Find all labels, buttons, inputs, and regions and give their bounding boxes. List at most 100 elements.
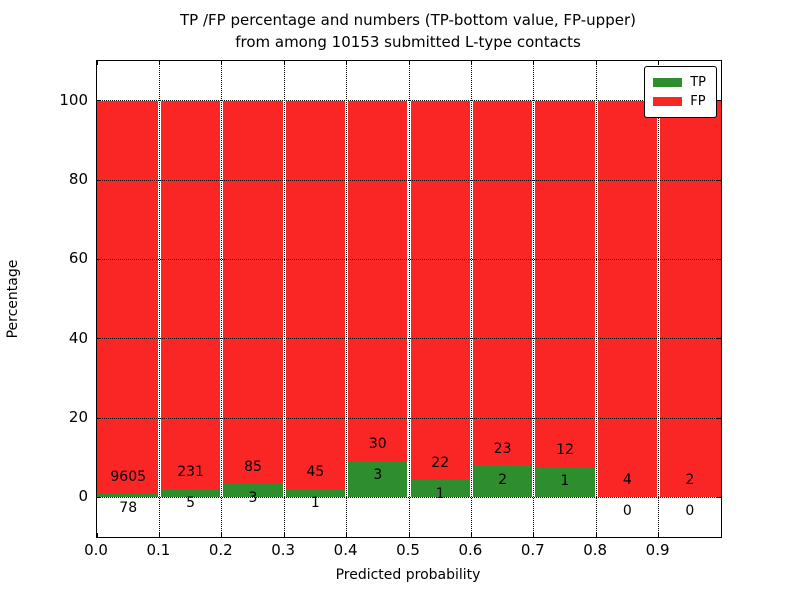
y-tick-mark xyxy=(717,179,721,181)
gridline-vertical xyxy=(221,61,223,537)
y-tick-label: 80 xyxy=(68,170,88,188)
x-tick-mark xyxy=(96,61,98,65)
y-tick-mark xyxy=(717,417,721,419)
grid-layer xyxy=(96,61,721,537)
bar-fp-segment xyxy=(597,100,658,498)
fp-count-label: 85 xyxy=(244,458,262,475)
x-tick-label: 0.2 xyxy=(208,541,233,559)
x-tick-mark xyxy=(283,533,285,537)
bar-fp-segment xyxy=(660,100,721,498)
y-tick-mark xyxy=(717,100,721,102)
gridline-horizontal xyxy=(97,496,721,498)
y-tick-mark xyxy=(717,258,721,260)
x-tick-mark xyxy=(658,533,660,537)
tp-count-label: 1 xyxy=(560,472,570,489)
y-tick-mark xyxy=(97,338,101,340)
x-tick-label: 0.3 xyxy=(271,541,296,559)
fp-count-label: 30 xyxy=(368,436,387,453)
tp-color-swatch xyxy=(653,78,683,87)
legend-label-fp: FP xyxy=(690,94,706,109)
x-tick-mark xyxy=(533,61,535,65)
tp-count-label: 3 xyxy=(373,467,383,484)
gridline-vertical xyxy=(470,61,472,537)
tp-count-label: 0 xyxy=(685,503,695,520)
fp-color-swatch xyxy=(653,97,683,106)
bar-fp-segment xyxy=(472,100,533,466)
bar-tp-segment xyxy=(223,483,283,498)
bar-tp-segment xyxy=(348,461,408,498)
gridline-vertical xyxy=(408,61,410,537)
tp-count-label: 78 xyxy=(119,500,138,517)
bar-fp-segment xyxy=(410,100,470,481)
bar-fp-segment xyxy=(160,100,221,489)
gridline-vertical xyxy=(658,61,660,537)
x-tick-mark xyxy=(408,533,410,537)
tp-count-label: 1 xyxy=(435,486,445,503)
x-tick-label: 0.4 xyxy=(333,541,358,559)
bar-fp-segment xyxy=(285,100,346,489)
x-tick-mark xyxy=(346,61,348,65)
legend: TP FP xyxy=(644,66,717,118)
bar-fp-segment xyxy=(223,100,283,484)
x-tick-mark xyxy=(96,533,98,537)
chart-title-line1: TP /FP percentage and numbers (TP-bottom… xyxy=(180,11,636,29)
x-tick-label: 0.5 xyxy=(396,541,420,559)
gridline-vertical xyxy=(595,61,597,537)
y-tick-label: 40 xyxy=(68,328,88,347)
y-tick-mark xyxy=(97,417,101,419)
x-tick-label: 0.6 xyxy=(458,541,483,559)
bar-tp-segment xyxy=(535,466,595,498)
x-tick-mark xyxy=(221,61,223,65)
legend-item-tp: TP xyxy=(653,73,706,92)
chart-title: TP /FP percentage and numbers (TP-bottom… xyxy=(96,9,720,53)
bar-tp-segment xyxy=(410,480,470,498)
y-tick-label: 20 xyxy=(68,408,88,426)
legend-label-tp: TP xyxy=(690,75,706,90)
x-tick-mark xyxy=(533,533,535,537)
fp-count-label: 231 xyxy=(177,463,204,480)
y-tick-mark xyxy=(717,338,721,340)
fp-count-label: 23 xyxy=(493,440,512,457)
y-tick-label: 0 xyxy=(78,487,88,506)
x-axis-label: Predicted probability xyxy=(335,567,481,583)
x-tick-mark xyxy=(470,533,472,537)
x-tick-mark xyxy=(221,533,223,537)
x-tick-label: 0.8 xyxy=(583,541,608,559)
bar-tp-segment xyxy=(285,488,346,498)
x-tick-mark xyxy=(595,61,597,65)
x-tick-label: 0.1 xyxy=(146,541,171,559)
bars-layer xyxy=(97,61,721,537)
fp-count-label: 45 xyxy=(306,463,325,480)
fp-count-label: 22 xyxy=(431,455,450,472)
plot-area: 9605 78 231 5 85 3 45 1 30 3 22 1 23 2 12 1 4 0 2 0 TP FP xyxy=(96,60,722,538)
x-tick-mark xyxy=(346,533,348,537)
gridline-horizontal xyxy=(97,100,721,102)
gridline-vertical xyxy=(283,61,285,537)
tp-count-label: 0 xyxy=(622,503,632,520)
gridline-horizontal xyxy=(97,258,721,260)
y-axis-label: Percentage xyxy=(5,259,21,339)
bar-tp-segment xyxy=(97,494,158,498)
y-tick-label: 60 xyxy=(68,249,88,268)
x-tick-mark xyxy=(595,533,597,537)
fp-count-label: 4 xyxy=(622,472,632,489)
gridline-vertical xyxy=(346,61,348,537)
y-tick-mark xyxy=(97,258,101,260)
x-tick-mark xyxy=(158,533,160,537)
legend-item-fp: FP xyxy=(653,92,706,111)
gridline-vertical xyxy=(158,61,160,537)
x-tick-mark xyxy=(658,61,660,65)
x-tick-mark xyxy=(283,61,285,65)
bar-tp-segment xyxy=(472,465,533,498)
fp-count-label: 2 xyxy=(685,472,695,489)
bar-fp-segment xyxy=(348,100,408,462)
y-tick-mark xyxy=(97,100,101,102)
tp-count-label: 1 xyxy=(310,494,320,511)
chart-title-line2: from among 10153 submitted L-type contac… xyxy=(235,33,581,51)
y-tick-mark xyxy=(97,496,101,498)
bar-tp-segment xyxy=(160,488,221,498)
x-tick-label: 0.7 xyxy=(520,541,545,559)
y-tick-mark xyxy=(717,496,721,498)
tp-count-label: 5 xyxy=(186,494,196,511)
